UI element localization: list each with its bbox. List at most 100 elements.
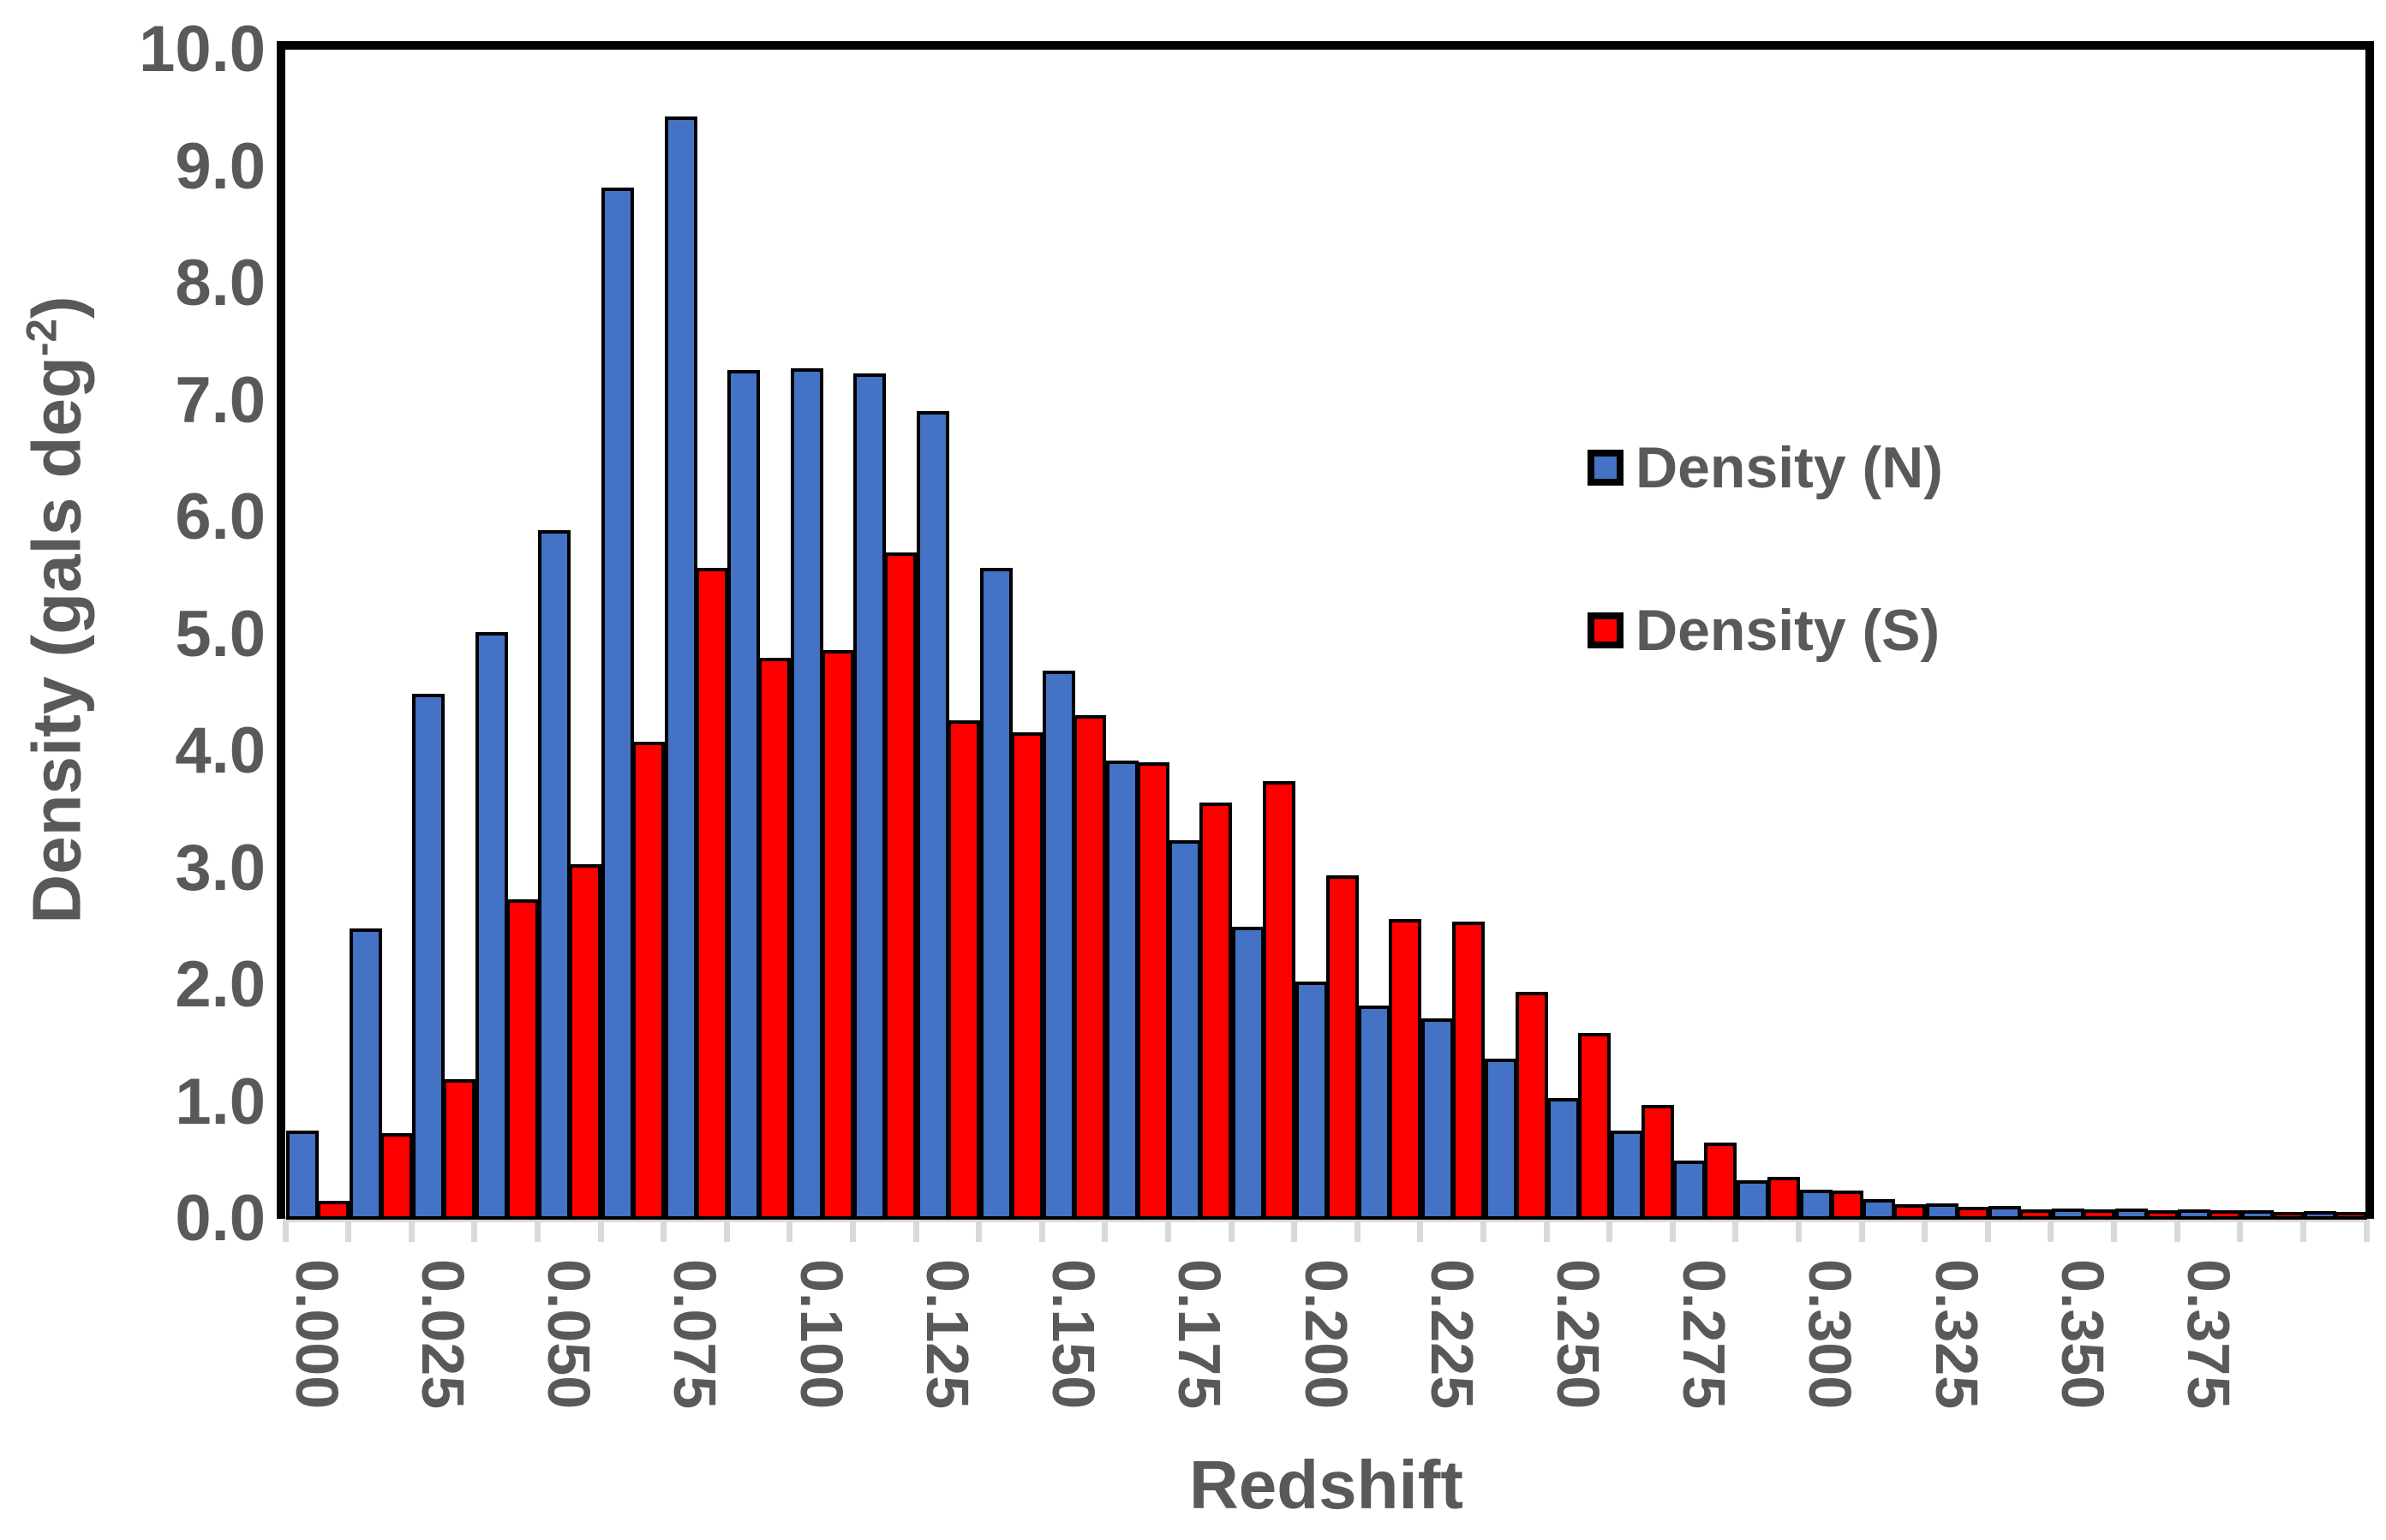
bar-s-0.3375: [2019, 1209, 2053, 1220]
bar-s-0.025: [443, 1079, 476, 1220]
bar-s-0.2125: [1389, 919, 1422, 1220]
legend-label-density-n: Density (N): [1636, 435, 1943, 500]
bar-s-0.2625: [1641, 1105, 1674, 1220]
x-tick-label-text: 0.050: [535, 1259, 603, 1410]
bar-s-0.0125: [380, 1133, 413, 1220]
bar-n-0.1: [790, 368, 823, 1220]
x-tick-mark: [2111, 1219, 2118, 1242]
bar-s-0.0625: [632, 741, 666, 1220]
x-tick-label-text: 0.375: [2174, 1259, 2242, 1410]
bar-n-0.275: [1673, 1160, 1707, 1220]
bar-n-0.0125: [349, 928, 382, 1220]
x-tick-label-0.150: 0.150: [1040, 1259, 1108, 1540]
x-tick-label-0.275: 0.275: [1671, 1259, 1737, 1540]
x-tick-label-text: 0.350: [2048, 1259, 2116, 1410]
bar-s-0.05: [569, 864, 602, 1220]
bar-s-0.075: [695, 567, 728, 1220]
bar-n-0.1875: [1232, 926, 1265, 1220]
x-tick-label-text: 0.000: [283, 1259, 350, 1410]
bar-s-0.175: [1199, 802, 1233, 1220]
x-tick-mark: [1038, 1219, 1045, 1242]
bar-n-0.1125: [853, 373, 887, 1220]
bar-n-0.3: [1799, 1189, 1833, 1220]
bar-s-0.3125: [1893, 1204, 1927, 1220]
x-tick-mark: [1669, 1219, 1676, 1242]
y-tick-label-6.0: 6.0: [175, 481, 266, 553]
bar-n-0.225: [1420, 1018, 1454, 1220]
x-tick-mark: [976, 1219, 983, 1242]
bar-n-0.25: [1547, 1098, 1581, 1220]
bar-n-0.3625: [2114, 1209, 2148, 1220]
x-tick-label-0.325: 0.325: [1923, 1259, 1990, 1540]
bar-n-0.05: [538, 529, 571, 1220]
bar-n-0.4: [2304, 1210, 2337, 1220]
x-tick-mark: [597, 1219, 604, 1242]
bar-n-0.35: [2051, 1208, 2084, 1220]
x-tick-label-0.100: 0.100: [788, 1259, 855, 1540]
x-tick-mark: [2363, 1219, 2370, 1242]
bar-s-0.375: [2209, 1210, 2242, 1220]
x-tick-label-text: 0.325: [1923, 1259, 1990, 1410]
x-tick-label-text: 0.300: [1797, 1259, 1864, 1410]
bar-n-0: [286, 1131, 319, 1220]
x-tick-mark: [1354, 1219, 1360, 1242]
y-axis-title-superscript: -2: [17, 319, 66, 357]
bar-s-0.0875: [758, 657, 792, 1220]
y-tick-label-1.0: 1.0: [175, 1065, 266, 1138]
bar-s-0.15: [1073, 714, 1107, 1220]
x-tick-label-0.350: 0.350: [2048, 1259, 2116, 1540]
x-tick-mark: [1732, 1219, 1739, 1242]
bar-n-0.2625: [1610, 1131, 1643, 1220]
bar-n-0.15: [1043, 670, 1076, 1220]
x-tick-mark: [1102, 1219, 1109, 1242]
x-tick-mark: [723, 1219, 730, 1242]
plot-frame: [277, 41, 2374, 1219]
bar-s-0.3: [1830, 1191, 1863, 1220]
x-tick-label-text: 0.150: [1040, 1259, 1108, 1410]
x-tick-mark: [2048, 1219, 2054, 1242]
legend-marker-density-n-icon: [1588, 450, 1624, 486]
x-tick-mark: [1543, 1219, 1550, 1242]
legend-item-density-s: Density (S): [1588, 601, 1943, 660]
bar-n-0.125: [917, 410, 950, 1220]
x-tick-label-0.075: 0.075: [661, 1259, 728, 1540]
x-tick-label-text: 0.125: [913, 1259, 981, 1410]
x-tick-mark: [661, 1219, 667, 1242]
y-tick-label-0.0: 0.0: [175, 1182, 266, 1255]
x-tick-label-0.025: 0.025: [410, 1259, 476, 1540]
bar-s-0.1: [821, 650, 854, 1220]
bar-s-0.3875: [2271, 1211, 2305, 1220]
y-tick-label-7.0: 7.0: [175, 363, 266, 437]
bar-n-0.175: [1169, 839, 1202, 1220]
bar-n-0.375: [2178, 1209, 2211, 1220]
x-tick-mark: [1228, 1219, 1235, 1242]
y-tick-label-9.0: 9.0: [175, 129, 266, 203]
bar-s-0.1125: [884, 552, 918, 1220]
x-tick-mark: [345, 1219, 352, 1242]
y-tick-label-4.0: 4.0: [175, 714, 266, 787]
bar-n-0.3875: [2240, 1210, 2274, 1220]
x-tick-mark: [1858, 1219, 1865, 1242]
x-tick-mark: [534, 1219, 541, 1242]
x-tick-mark: [1417, 1219, 1424, 1242]
bar-n-0.0625: [601, 187, 635, 1220]
y-tick-label-3.0: 3.0: [175, 831, 266, 904]
y-tick-label-10.0: 10.0: [139, 13, 266, 86]
legend-label-density-s: Density (S): [1636, 598, 1940, 663]
bar-s-0.225: [1451, 922, 1485, 1220]
x-tick-mark: [912, 1219, 919, 1242]
x-tick-mark: [1922, 1219, 1929, 1242]
bar-s-0.25: [1578, 1032, 1612, 1220]
bar-s-0.4: [2335, 1211, 2368, 1220]
x-tick-mark: [1164, 1219, 1171, 1242]
legend: Density (N) Density (S): [1588, 439, 1943, 660]
x-tick-label-0.300: 0.300: [1797, 1259, 1864, 1540]
bar-n-0.2125: [1358, 1006, 1391, 1220]
x-tick-mark: [1606, 1219, 1613, 1242]
x-tick-mark: [1291, 1219, 1298, 1242]
legend-marker-density-s-icon: [1588, 612, 1624, 648]
x-axis-title: Redshift: [1189, 1447, 1463, 1523]
bar-n-0.2: [1295, 981, 1328, 1220]
x-tick-mark: [282, 1219, 289, 1242]
x-tick-mark: [471, 1219, 478, 1242]
